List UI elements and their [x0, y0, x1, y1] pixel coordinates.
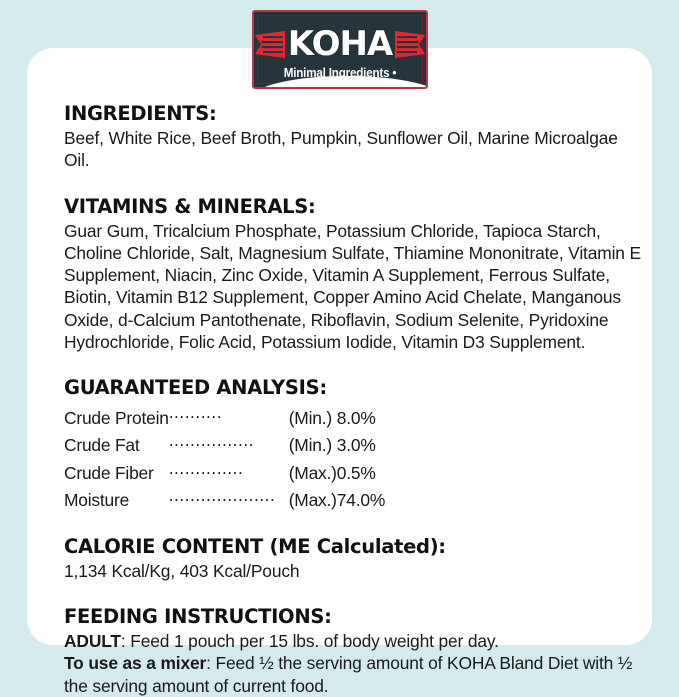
analysis-value: 74.0% — [336, 490, 386, 511]
label-content: INGREDIENTS: Beef, White Rice, Beef Brot… — [64, 101, 644, 697]
calorie-content-body: 1,134 Kcal/Kg, 403 Kcal/Pouch — [64, 560, 300, 581]
label-card — [27, 48, 652, 645]
analysis-dot-leader: .......... — [168, 402, 223, 423]
product-label-page: KOHA ™ Minimal Ingredients • Optimal Hea… — [27, 10, 652, 696]
logo-bottom-curve — [254, 76, 426, 87]
feeding-instructions-heading: FEEDING INSTRUCTIONS: — [64, 605, 332, 629]
analysis-qualifier: (Max.) — [288, 462, 337, 483]
chevron-flag-icon-right — [395, 30, 426, 58]
vitamins-minerals-body: Guar Gum, Tricalcium Phosphate, Potassiu… — [64, 220, 641, 353]
guaranteed-analysis-row: Crude Protein.......... (Min.) 8.0% — [64, 401, 385, 429]
analysis-value: 3.0% — [336, 435, 376, 456]
logo-inner-frame: KOHA ™ Minimal Ingredients • Optimal Hea… — [254, 15, 426, 87]
analysis-value: 0.5% — [336, 462, 376, 483]
analysis-qualifier: (Max.) — [288, 490, 337, 511]
vitamins-minerals-heading: VITAMINS & MINERALS: — [64, 194, 316, 218]
analysis-nutrient-name: Crude Fat — [64, 435, 140, 456]
guaranteed-analysis-row: Crude Fiber.............. (Max.) 0.5% — [64, 457, 385, 485]
feeding-adult-label: ADULT — [64, 631, 121, 652]
analysis-value: 8.0% — [336, 407, 376, 428]
logo-wordmark-row: KOHA ™ — [254, 23, 426, 65]
guaranteed-analysis-body: Crude Protein.......... (Min.) 8.0% Crude F… — [64, 401, 385, 511]
feeding-instructions-section: FEEDING INSTRUCTIONS: ADULT: Feed 1 pouc… — [64, 604, 644, 697]
vitamins-minerals-section: VITAMINS & MINERALS: Guar Gum, Tricalciu… — [64, 194, 644, 354]
feeding-adult-text: : Feed 1 pouch per 15 lbs. of body weigh… — [120, 631, 499, 652]
analysis-nutrient-name: Moisture — [64, 490, 130, 511]
analysis-dot-leader: .............. — [168, 457, 244, 478]
calorie-content-heading: CALORIE CONTENT (ME Calculated): — [64, 534, 446, 558]
feeding-adult-line: ADULT: Feed 1 pouch per 15 lbs. of body … — [64, 630, 644, 652]
guaranteed-analysis-table: Crude Protein.......... (Min.) 8.0% Crude F… — [64, 401, 385, 511]
guaranteed-analysis-heading: GUARANTEED ANALYSIS: — [64, 376, 327, 400]
logo-wordmark-text: KOHA — [287, 24, 393, 64]
analysis-qualifier: (Min.) — [288, 407, 332, 428]
analysis-dot-leader: .................... — [168, 485, 276, 506]
analysis-nutrient-name: Crude Fiber — [64, 462, 154, 483]
koha-brand-logo: KOHA ™ Minimal Ingredients • Optimal Hea… — [252, 10, 428, 89]
guaranteed-analysis-section: GUARANTEED ANALYSIS: Crude Protein......… — [64, 375, 644, 511]
guaranteed-analysis-row: Crude Fat ................ (Min.) 3.0% — [64, 429, 385, 457]
guaranteed-analysis-row: Moisture.................... (Max.) 74.0% — [64, 484, 385, 512]
calorie-content-section: CALORIE CONTENT (ME Calculated): 1,134 K… — [64, 534, 644, 582]
feeding-mixer-line: To use as a mixer: Feed ½ the serving am… — [64, 652, 644, 697]
analysis-dot-leader: ................ — [168, 429, 255, 450]
ingredients-section: INGREDIENTS: Beef, White Rice, Beef Brot… — [64, 101, 644, 172]
ingredients-body: Beef, White Rice, Beef Broth, Pumpkin, S… — [64, 128, 618, 171]
analysis-nutrient-name: Crude Protein — [64, 407, 169, 428]
ingredients-heading: INGREDIENTS: — [64, 102, 217, 125]
analysis-qualifier: (Min.) — [288, 435, 332, 456]
chevron-flag-icon-left — [254, 30, 285, 58]
logo-wordmark: KOHA ™ — [287, 24, 403, 64]
feeding-mixer-label: To use as a mixer — [64, 653, 207, 674]
